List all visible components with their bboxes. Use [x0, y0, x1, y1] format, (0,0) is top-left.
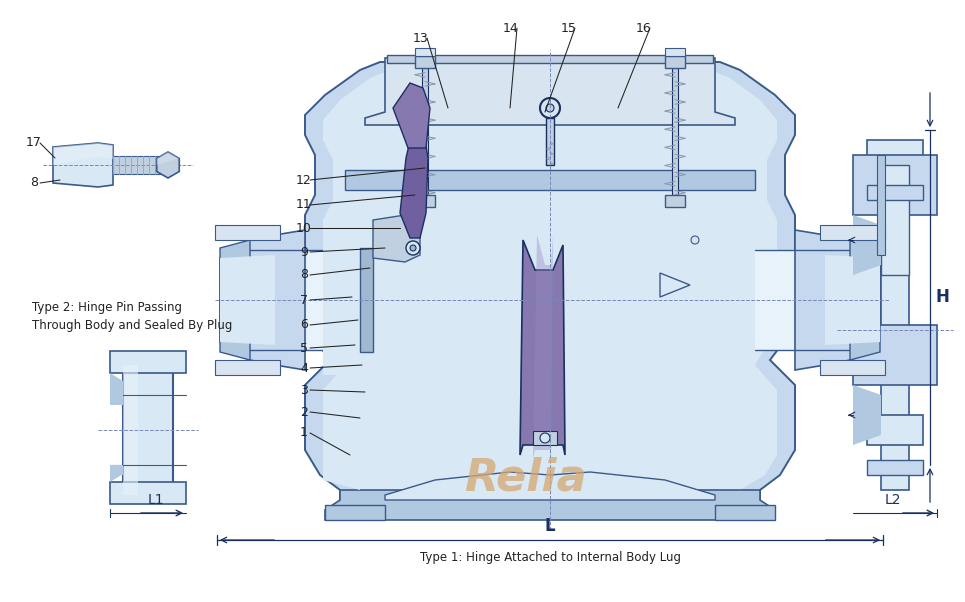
Polygon shape: [305, 62, 795, 500]
Circle shape: [540, 433, 550, 443]
Text: 8: 8: [30, 176, 38, 190]
Bar: [325, 505, 385, 520]
Text: H: H: [935, 288, 949, 306]
Bar: [215, 360, 280, 375]
Polygon shape: [385, 472, 715, 500]
Text: 1: 1: [300, 426, 308, 439]
Polygon shape: [853, 215, 881, 275]
Polygon shape: [323, 225, 360, 490]
Polygon shape: [400, 128, 428, 238]
Polygon shape: [360, 248, 373, 352]
Bar: [867, 140, 923, 170]
Bar: [665, 195, 685, 207]
Text: 8: 8: [300, 268, 308, 282]
Text: 12: 12: [296, 173, 312, 187]
Polygon shape: [220, 240, 250, 360]
Bar: [665, 56, 685, 68]
Polygon shape: [123, 365, 173, 495]
Text: 9: 9: [300, 246, 308, 258]
Bar: [665, 48, 685, 56]
Polygon shape: [373, 215, 420, 262]
Text: 3: 3: [300, 383, 308, 397]
Text: Through Body and Sealed By Plug: Through Body and Sealed By Plug: [32, 318, 233, 332]
Bar: [110, 482, 186, 504]
Bar: [853, 155, 937, 215]
Polygon shape: [156, 152, 179, 165]
Bar: [415, 56, 435, 68]
Text: 10: 10: [296, 222, 312, 235]
Bar: [415, 48, 435, 56]
Bar: [345, 170, 755, 190]
Text: 2: 2: [300, 406, 308, 418]
Bar: [867, 185, 923, 200]
Circle shape: [691, 236, 699, 244]
Circle shape: [406, 241, 420, 255]
Text: 6: 6: [300, 318, 308, 332]
Bar: [877, 155, 885, 255]
Text: 4: 4: [300, 361, 308, 374]
Text: 5: 5: [300, 341, 308, 355]
Polygon shape: [533, 235, 553, 458]
Bar: [533, 431, 557, 445]
Polygon shape: [520, 240, 565, 455]
Bar: [387, 55, 713, 63]
Text: L1: L1: [148, 493, 164, 507]
Text: 14: 14: [503, 22, 519, 34]
Text: L2: L2: [885, 493, 901, 507]
Polygon shape: [110, 395, 123, 405]
Bar: [422, 68, 428, 195]
Text: Type 1: Hinge Attached to Internal Body Lug: Type 1: Hinge Attached to Internal Body …: [420, 551, 680, 565]
Bar: [715, 505, 775, 520]
Polygon shape: [110, 373, 123, 395]
Polygon shape: [795, 230, 880, 370]
Text: 17: 17: [26, 137, 41, 149]
Polygon shape: [365, 58, 735, 125]
Polygon shape: [110, 465, 123, 475]
Text: Type 2: Hinge Pin Passing: Type 2: Hinge Pin Passing: [32, 302, 182, 314]
Bar: [755, 250, 865, 350]
Text: Relia: Relia: [464, 456, 587, 500]
Text: 11: 11: [296, 199, 312, 211]
Bar: [113, 156, 168, 174]
Bar: [235, 250, 345, 350]
Polygon shape: [220, 230, 305, 370]
Circle shape: [410, 245, 416, 251]
Text: 16: 16: [636, 22, 652, 34]
Text: L: L: [544, 517, 555, 535]
Bar: [672, 68, 678, 195]
Polygon shape: [853, 385, 881, 445]
Bar: [215, 225, 280, 240]
Circle shape: [546, 104, 554, 112]
Bar: [867, 415, 923, 445]
Bar: [820, 360, 885, 375]
Polygon shape: [156, 152, 179, 178]
Polygon shape: [323, 72, 777, 490]
Bar: [881, 165, 909, 275]
Polygon shape: [110, 465, 123, 482]
Bar: [820, 225, 885, 240]
Polygon shape: [825, 255, 880, 345]
Bar: [853, 325, 937, 385]
Text: 15: 15: [561, 22, 577, 34]
Polygon shape: [53, 143, 113, 187]
Polygon shape: [325, 490, 775, 520]
Bar: [415, 195, 435, 207]
Bar: [546, 118, 554, 165]
Polygon shape: [850, 240, 880, 360]
Text: 13: 13: [413, 31, 428, 45]
Bar: [110, 351, 186, 373]
Bar: [867, 460, 923, 475]
Text: 7: 7: [300, 294, 308, 306]
Polygon shape: [123, 365, 138, 495]
Polygon shape: [53, 143, 113, 165]
Polygon shape: [393, 83, 430, 148]
Polygon shape: [881, 170, 909, 490]
Polygon shape: [220, 255, 275, 345]
